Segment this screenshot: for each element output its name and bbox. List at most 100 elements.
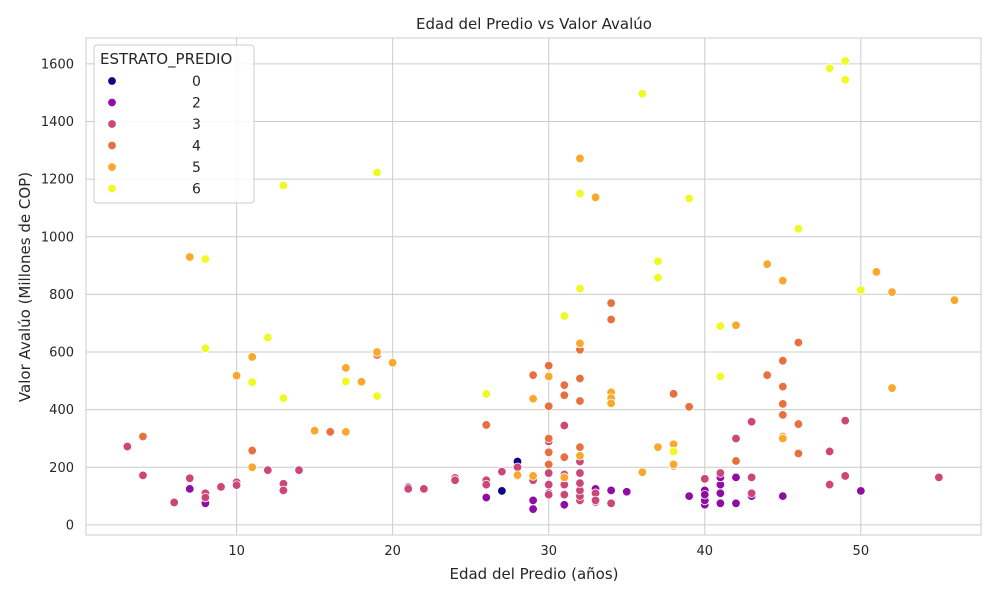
data-point <box>559 380 570 390</box>
data-point <box>575 442 585 452</box>
data-point <box>481 479 491 490</box>
data-point <box>294 465 304 475</box>
data-point <box>575 478 585 488</box>
y-tick-label: 1600 <box>41 57 74 72</box>
data-point <box>481 389 491 399</box>
data-point <box>840 415 850 426</box>
data-point <box>138 431 148 442</box>
legend-item-3: 3 <box>107 117 201 133</box>
data-point <box>731 433 741 444</box>
data-point <box>544 459 554 470</box>
data-point <box>793 224 804 234</box>
data-point <box>200 254 211 264</box>
x-tick-label: 40 <box>697 544 714 559</box>
data-point <box>544 447 554 458</box>
data-point <box>778 433 788 444</box>
data-point <box>544 401 554 411</box>
data-point <box>606 498 616 509</box>
data-point <box>934 472 944 483</box>
data-point <box>559 420 570 431</box>
data-point <box>668 389 679 399</box>
data-point <box>856 285 866 295</box>
legend-label: 0 <box>192 74 201 90</box>
data-point <box>622 487 632 497</box>
data-point <box>715 321 726 331</box>
data-point <box>185 484 195 494</box>
data-point <box>231 370 242 381</box>
legend-marker <box>107 140 117 151</box>
data-point <box>387 358 398 368</box>
legend-label: 4 <box>192 139 201 155</box>
data-point <box>200 492 211 503</box>
data-point <box>512 462 523 472</box>
data-point <box>544 489 554 500</box>
data-point <box>715 498 726 509</box>
data-point <box>372 347 382 357</box>
data-point <box>575 283 585 294</box>
data-point <box>590 495 601 506</box>
legend-label: 3 <box>192 117 201 133</box>
data-point <box>762 259 772 269</box>
data-point <box>309 426 320 436</box>
data-point <box>887 287 897 297</box>
data-point <box>715 371 726 382</box>
data-point <box>746 472 757 483</box>
data-point <box>700 474 710 484</box>
data-point <box>887 383 897 393</box>
data-point <box>325 427 335 437</box>
series-estrato-5 <box>185 153 960 483</box>
data-point <box>606 398 616 409</box>
data-points <box>122 56 960 514</box>
y-axis-label: Valor Avalúo (Millones de COP) <box>16 172 34 402</box>
data-point <box>138 470 148 481</box>
x-tick-label: 50 <box>853 544 870 559</box>
data-point <box>793 337 804 348</box>
data-point <box>575 373 585 384</box>
data-point <box>606 485 616 496</box>
legend-item-2: 2 <box>107 96 201 112</box>
legend-item-5: 5 <box>107 160 201 176</box>
y-tick-label: 400 <box>49 403 74 418</box>
data-point <box>528 370 538 380</box>
data-point <box>731 472 741 483</box>
data-point <box>793 448 804 459</box>
data-point <box>778 491 788 501</box>
legend-item-0: 0 <box>107 74 201 90</box>
data-point <box>856 486 866 496</box>
data-point <box>341 427 351 437</box>
data-point <box>497 486 507 496</box>
data-point <box>668 446 679 457</box>
data-point <box>606 298 616 308</box>
y-axis-ticks: 0 200 400 600 800 1000 1200 1400 1600 <box>41 57 74 533</box>
data-point <box>684 193 694 204</box>
data-point <box>637 467 648 477</box>
data-point <box>497 466 507 477</box>
data-point <box>949 295 960 305</box>
data-point <box>684 491 694 501</box>
data-point <box>512 470 523 480</box>
legend-marker <box>107 97 117 108</box>
x-tick-label: 10 <box>228 544 245 559</box>
data-point <box>216 482 226 492</box>
data-point <box>715 488 726 498</box>
data-point <box>762 370 772 380</box>
data-point <box>122 441 133 452</box>
data-point <box>372 167 382 178</box>
x-axis-label: Edad del Predio (años) <box>449 565 618 583</box>
data-point <box>185 252 195 262</box>
data-point <box>684 402 694 412</box>
data-point <box>544 360 554 371</box>
data-point <box>528 495 538 506</box>
data-point <box>637 88 648 99</box>
legend-box <box>93 44 255 204</box>
data-point <box>653 442 663 452</box>
legend-item-4: 4 <box>107 139 201 155</box>
data-point <box>544 468 554 478</box>
data-point <box>559 472 570 483</box>
data-point <box>247 377 257 387</box>
data-point <box>840 56 850 66</box>
data-point <box>793 419 804 429</box>
data-point <box>746 417 757 427</box>
data-point <box>575 338 585 349</box>
y-tick-label: 200 <box>49 461 74 476</box>
